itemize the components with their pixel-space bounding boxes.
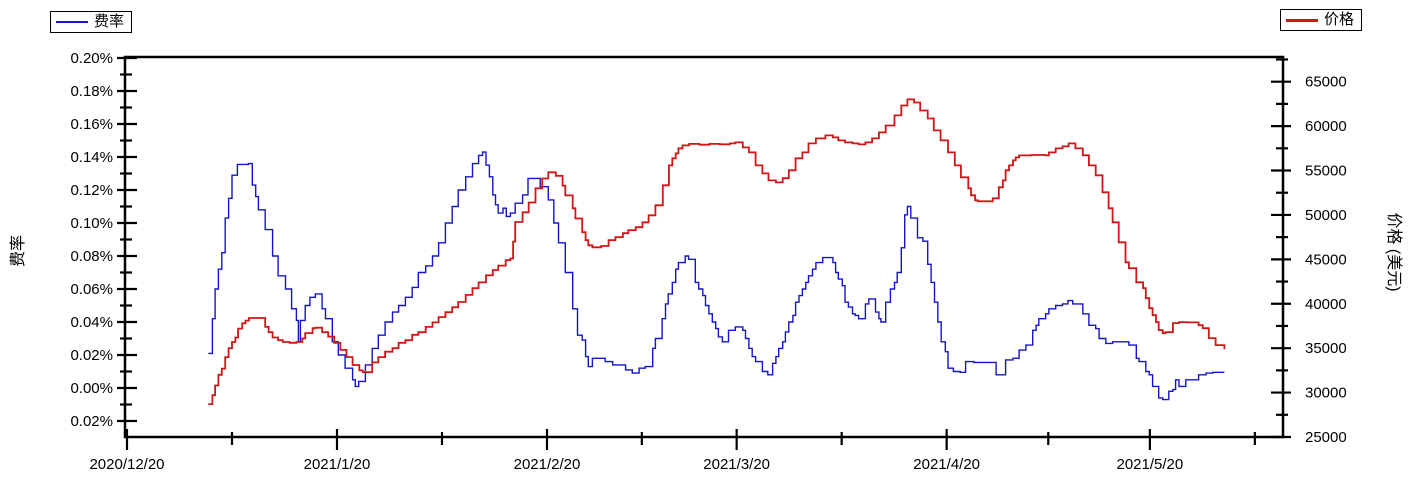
left-axis-title: 费率 [10, 235, 27, 268]
x-axis-tick-label: 2021/3/20 [703, 456, 770, 473]
right-axis-tick-label: 45000 [1305, 251, 1347, 268]
legend-rate-label: 费率 [94, 13, 125, 30]
left-axis-tick-label: 0.02% [70, 413, 113, 430]
right-axis-tick-label: 30000 [1305, 385, 1347, 402]
series-line-left [208, 151, 1225, 401]
right-axis-tick-label: 60000 [1305, 118, 1347, 135]
right-axis-title: 价格 (美元) [1385, 212, 1402, 292]
left-axis-tick-label: 0.12% [70, 182, 113, 199]
left-axis-tick-label: 0.18% [70, 83, 113, 100]
x-axis-tick-label: 2020/12/20 [89, 456, 164, 473]
x-axis-tick-label: 2021/5/20 [1117, 456, 1184, 473]
right-axis-tick-label: 65000 [1305, 74, 1347, 91]
x-axis-tick-label: 2021/1/20 [304, 456, 371, 473]
left-axis-tick-label: 0.08% [70, 248, 113, 265]
right-axis-tick-label: 35000 [1305, 340, 1347, 357]
right-axis-tick-label: 55000 [1305, 163, 1347, 180]
left-axis-tick-label: 0.10% [70, 215, 113, 232]
legend-rate: 费率 [50, 11, 133, 33]
left-axis-tick-label: 0.14% [70, 149, 113, 166]
rate-line-swatch [56, 21, 88, 23]
legend-price-label: 价格 [1324, 11, 1355, 28]
left-axis-tick-label: 0.06% [70, 281, 113, 298]
plot-frame [123, 55, 1285, 439]
series-line-right [208, 98, 1226, 405]
legend-price: 价格 [1280, 9, 1363, 31]
price-line-swatch [1286, 18, 1318, 22]
left-axis-tick-label: 0.02% [70, 347, 113, 364]
left-axis-tick-label: 0.20% [70, 50, 113, 67]
right-axis-tick-label: 25000 [1305, 429, 1347, 446]
left-axis-tick-label: 0.16% [70, 116, 113, 133]
right-axis-tick-label: 50000 [1305, 207, 1347, 224]
x-axis-tick-label: 2021/2/20 [514, 456, 581, 473]
left-axis-tick-label: 0.00% [70, 380, 113, 397]
x-axis-tick-label: 2021/4/20 [913, 456, 980, 473]
left-axis-tick-label: 0.04% [70, 314, 113, 331]
right-axis-tick-label: 40000 [1305, 296, 1347, 313]
